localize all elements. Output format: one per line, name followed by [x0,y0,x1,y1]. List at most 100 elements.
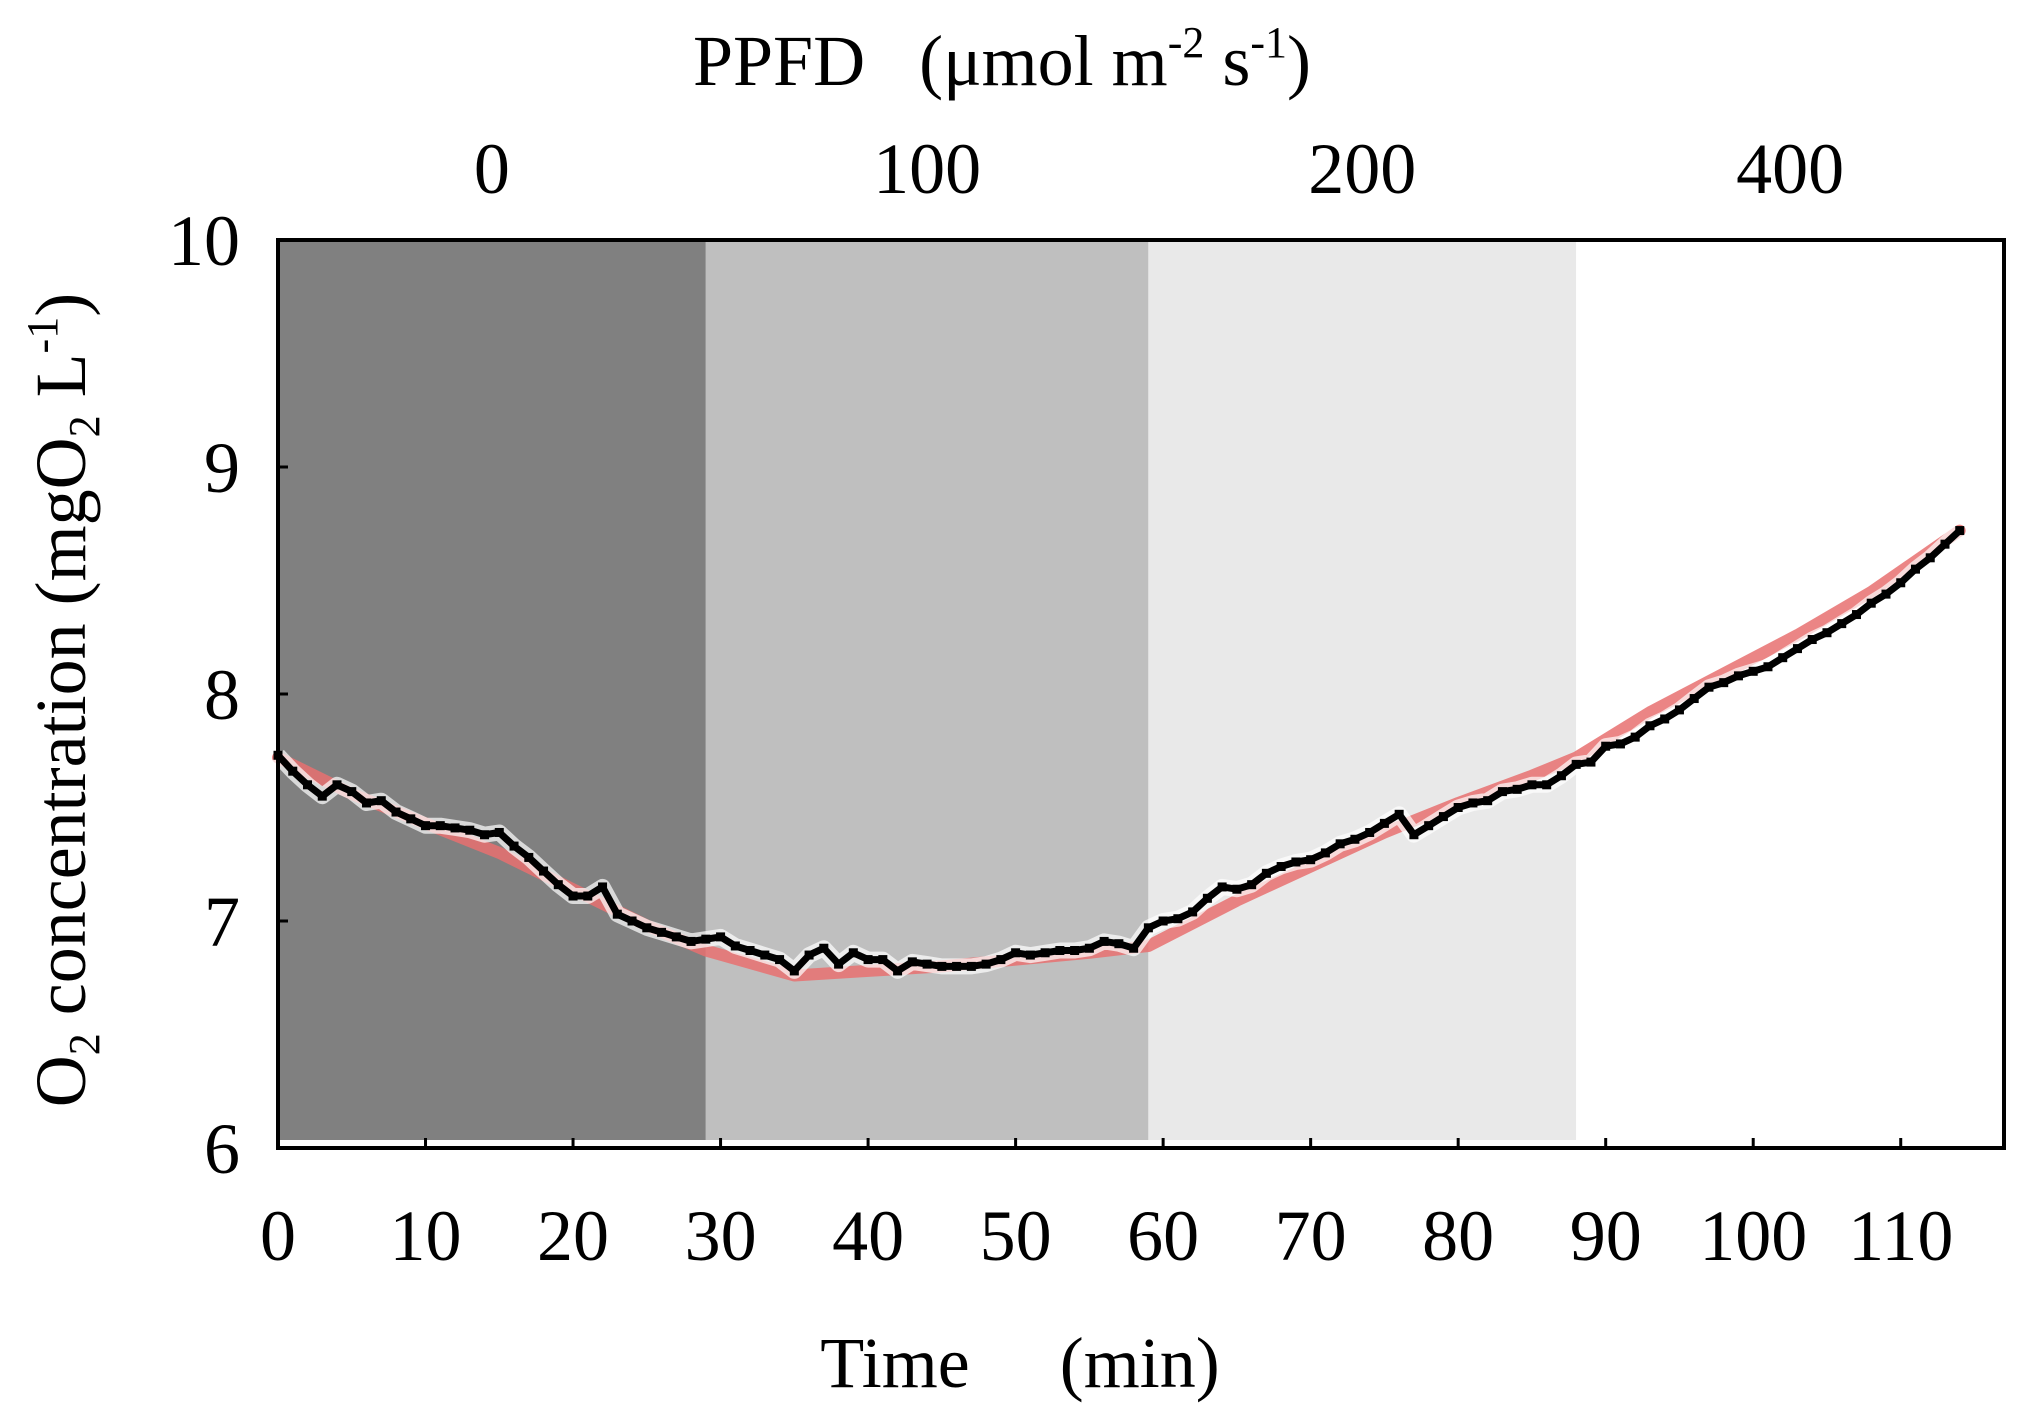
top-axis-unit-exp2: -1 [1250,18,1287,67]
measured-point [1261,868,1271,878]
measured-point [848,948,858,958]
measured-point [1232,884,1242,894]
measured-point [553,880,563,890]
measured-point [1247,880,1257,890]
series-layer [272,524,1966,982]
measured-point [1099,936,1109,946]
measured-point [539,866,549,876]
measured-point [937,961,947,971]
x-axis-unit: (min) [1060,1323,1220,1403]
measured-point [406,814,416,824]
x-tick-label: 60 [1127,1196,1199,1276]
phase-band-0 [278,240,706,1140]
measured-point [760,950,770,960]
measured-point [494,827,504,837]
measured-point [1896,578,1906,588]
y-axis-label-exp: -1 [18,317,67,354]
measured-point [1483,796,1493,806]
measured-point [317,791,327,801]
x-tick-label: 70 [1275,1196,1347,1276]
measured-point [450,823,460,833]
phase-label-200: 200 [1308,129,1416,209]
x-tick-label: 110 [1848,1196,1953,1276]
measured-point [1306,855,1316,865]
measured-point [907,957,917,967]
measured-point [1291,857,1301,867]
measured-point [1571,759,1581,769]
x-tick-label: 100 [1699,1196,1807,1276]
phase-bands [278,240,2004,1140]
x-tick-label: 0 [260,1196,296,1276]
y-tick-label: 8 [204,655,240,735]
y-axis-label-unit: L [21,353,101,415]
measured-point [1217,882,1227,892]
measured-point [1320,848,1330,858]
measured-point [1084,943,1094,953]
measured-point [1851,610,1861,620]
measured-point [1350,834,1360,844]
measured-point [1615,739,1625,749]
measured-point [1556,771,1566,781]
top-axis-unit-mid: s [1204,21,1250,101]
x-tick-label: 90 [1570,1196,1642,1276]
measured-point [863,955,873,965]
measured-point [1881,589,1891,599]
y-axis-label-sub2: 2 [60,415,109,437]
measured-point [1527,780,1537,790]
measured-point [1822,628,1832,638]
y-axis-label-prefix: O [21,1055,101,1107]
measured-point [303,780,313,790]
measured-point [1379,818,1389,828]
measured-point [1468,798,1478,808]
measured-point [1409,830,1419,840]
measured-point [1497,787,1507,797]
measured-point [362,798,372,808]
measured-point [642,923,652,933]
x-tick-label: 10 [390,1196,462,1276]
x-axis-label: Time [820,1323,969,1403]
measured-point [598,882,608,892]
top-axis-unit-open: (μmol m [919,21,1168,101]
x-tick-label: 40 [832,1196,904,1276]
measured-point [1173,914,1183,924]
y-tick-label: 7 [204,882,240,962]
measured-point [376,796,386,806]
x-ticks: 0 10 20 30 40 50 60 70 80 90 100 110 [260,1138,1953,1276]
measured-point [893,966,903,976]
measured-point [730,941,740,951]
measured-point [612,909,622,919]
measured-point [1807,635,1817,645]
measured-point [1660,714,1670,724]
measured-point [1424,821,1434,831]
measured-point [1202,893,1212,903]
measured-point [1438,812,1448,822]
measured-point [1674,705,1684,715]
measured-point [789,966,799,976]
measured-point [421,821,431,831]
measured-point [509,841,519,851]
measured-point [347,787,357,797]
measured-point [1778,653,1788,663]
x-tick-label: 30 [685,1196,757,1276]
measured-point [996,955,1006,965]
phase-label-0: 0 [474,129,510,209]
measured-point [775,955,785,965]
measured-point [1276,862,1286,872]
measured-point [804,950,814,960]
measured-point [1055,946,1065,956]
measured-point [1129,943,1139,953]
x-axis-title: Time (min) [820,1323,1219,1403]
top-axis-title: PPFD (μmol m-2 s-1) [693,18,1311,101]
phase-label-100: 100 [873,129,981,209]
phase-labels: 0 100 200 400 [474,129,1844,209]
measured-point [627,916,637,926]
measured-point [1866,598,1876,608]
measured-point [834,959,844,969]
measured-point [435,821,445,831]
measured-point [332,780,342,790]
y-axis-title: O2 concentration (mgO2 L-1) [18,293,109,1107]
measured-point [1940,539,1950,549]
measured-point [583,891,593,901]
measured-point [745,946,755,956]
